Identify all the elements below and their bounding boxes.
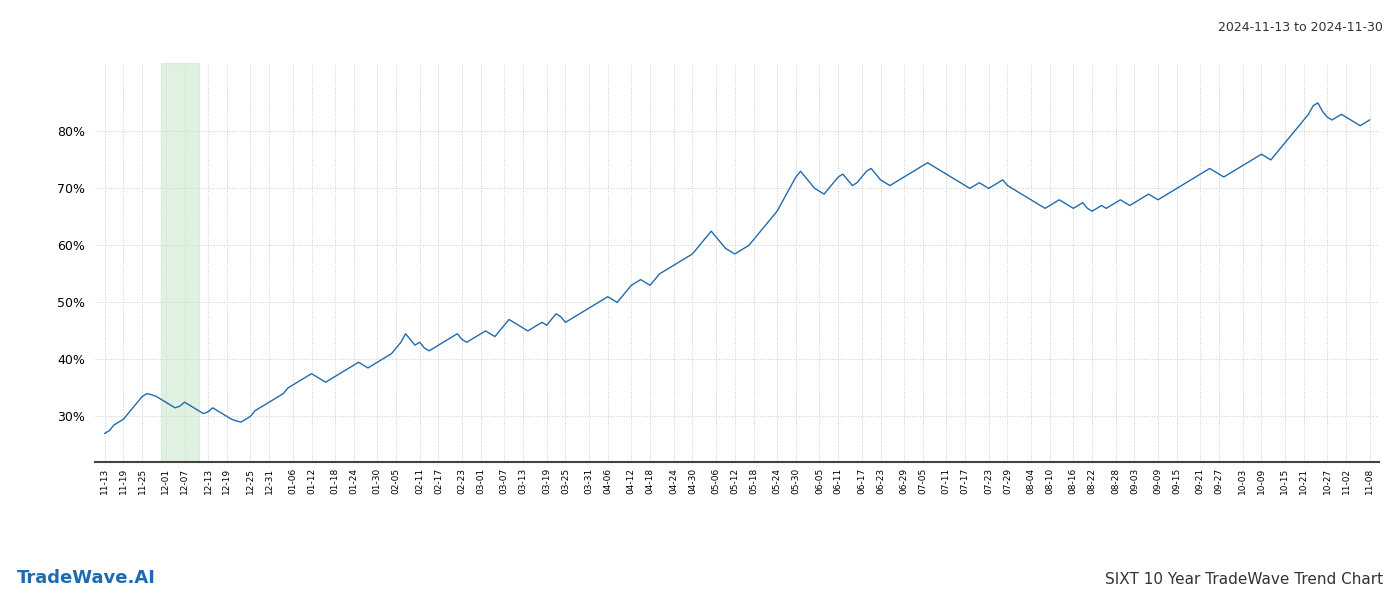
Bar — [161, 63, 199, 462]
Text: TradeWave.AI: TradeWave.AI — [17, 569, 155, 587]
Text: SIXT 10 Year TradeWave Trend Chart: SIXT 10 Year TradeWave Trend Chart — [1105, 572, 1383, 587]
Text: 2024-11-13 to 2024-11-30: 2024-11-13 to 2024-11-30 — [1218, 21, 1383, 34]
